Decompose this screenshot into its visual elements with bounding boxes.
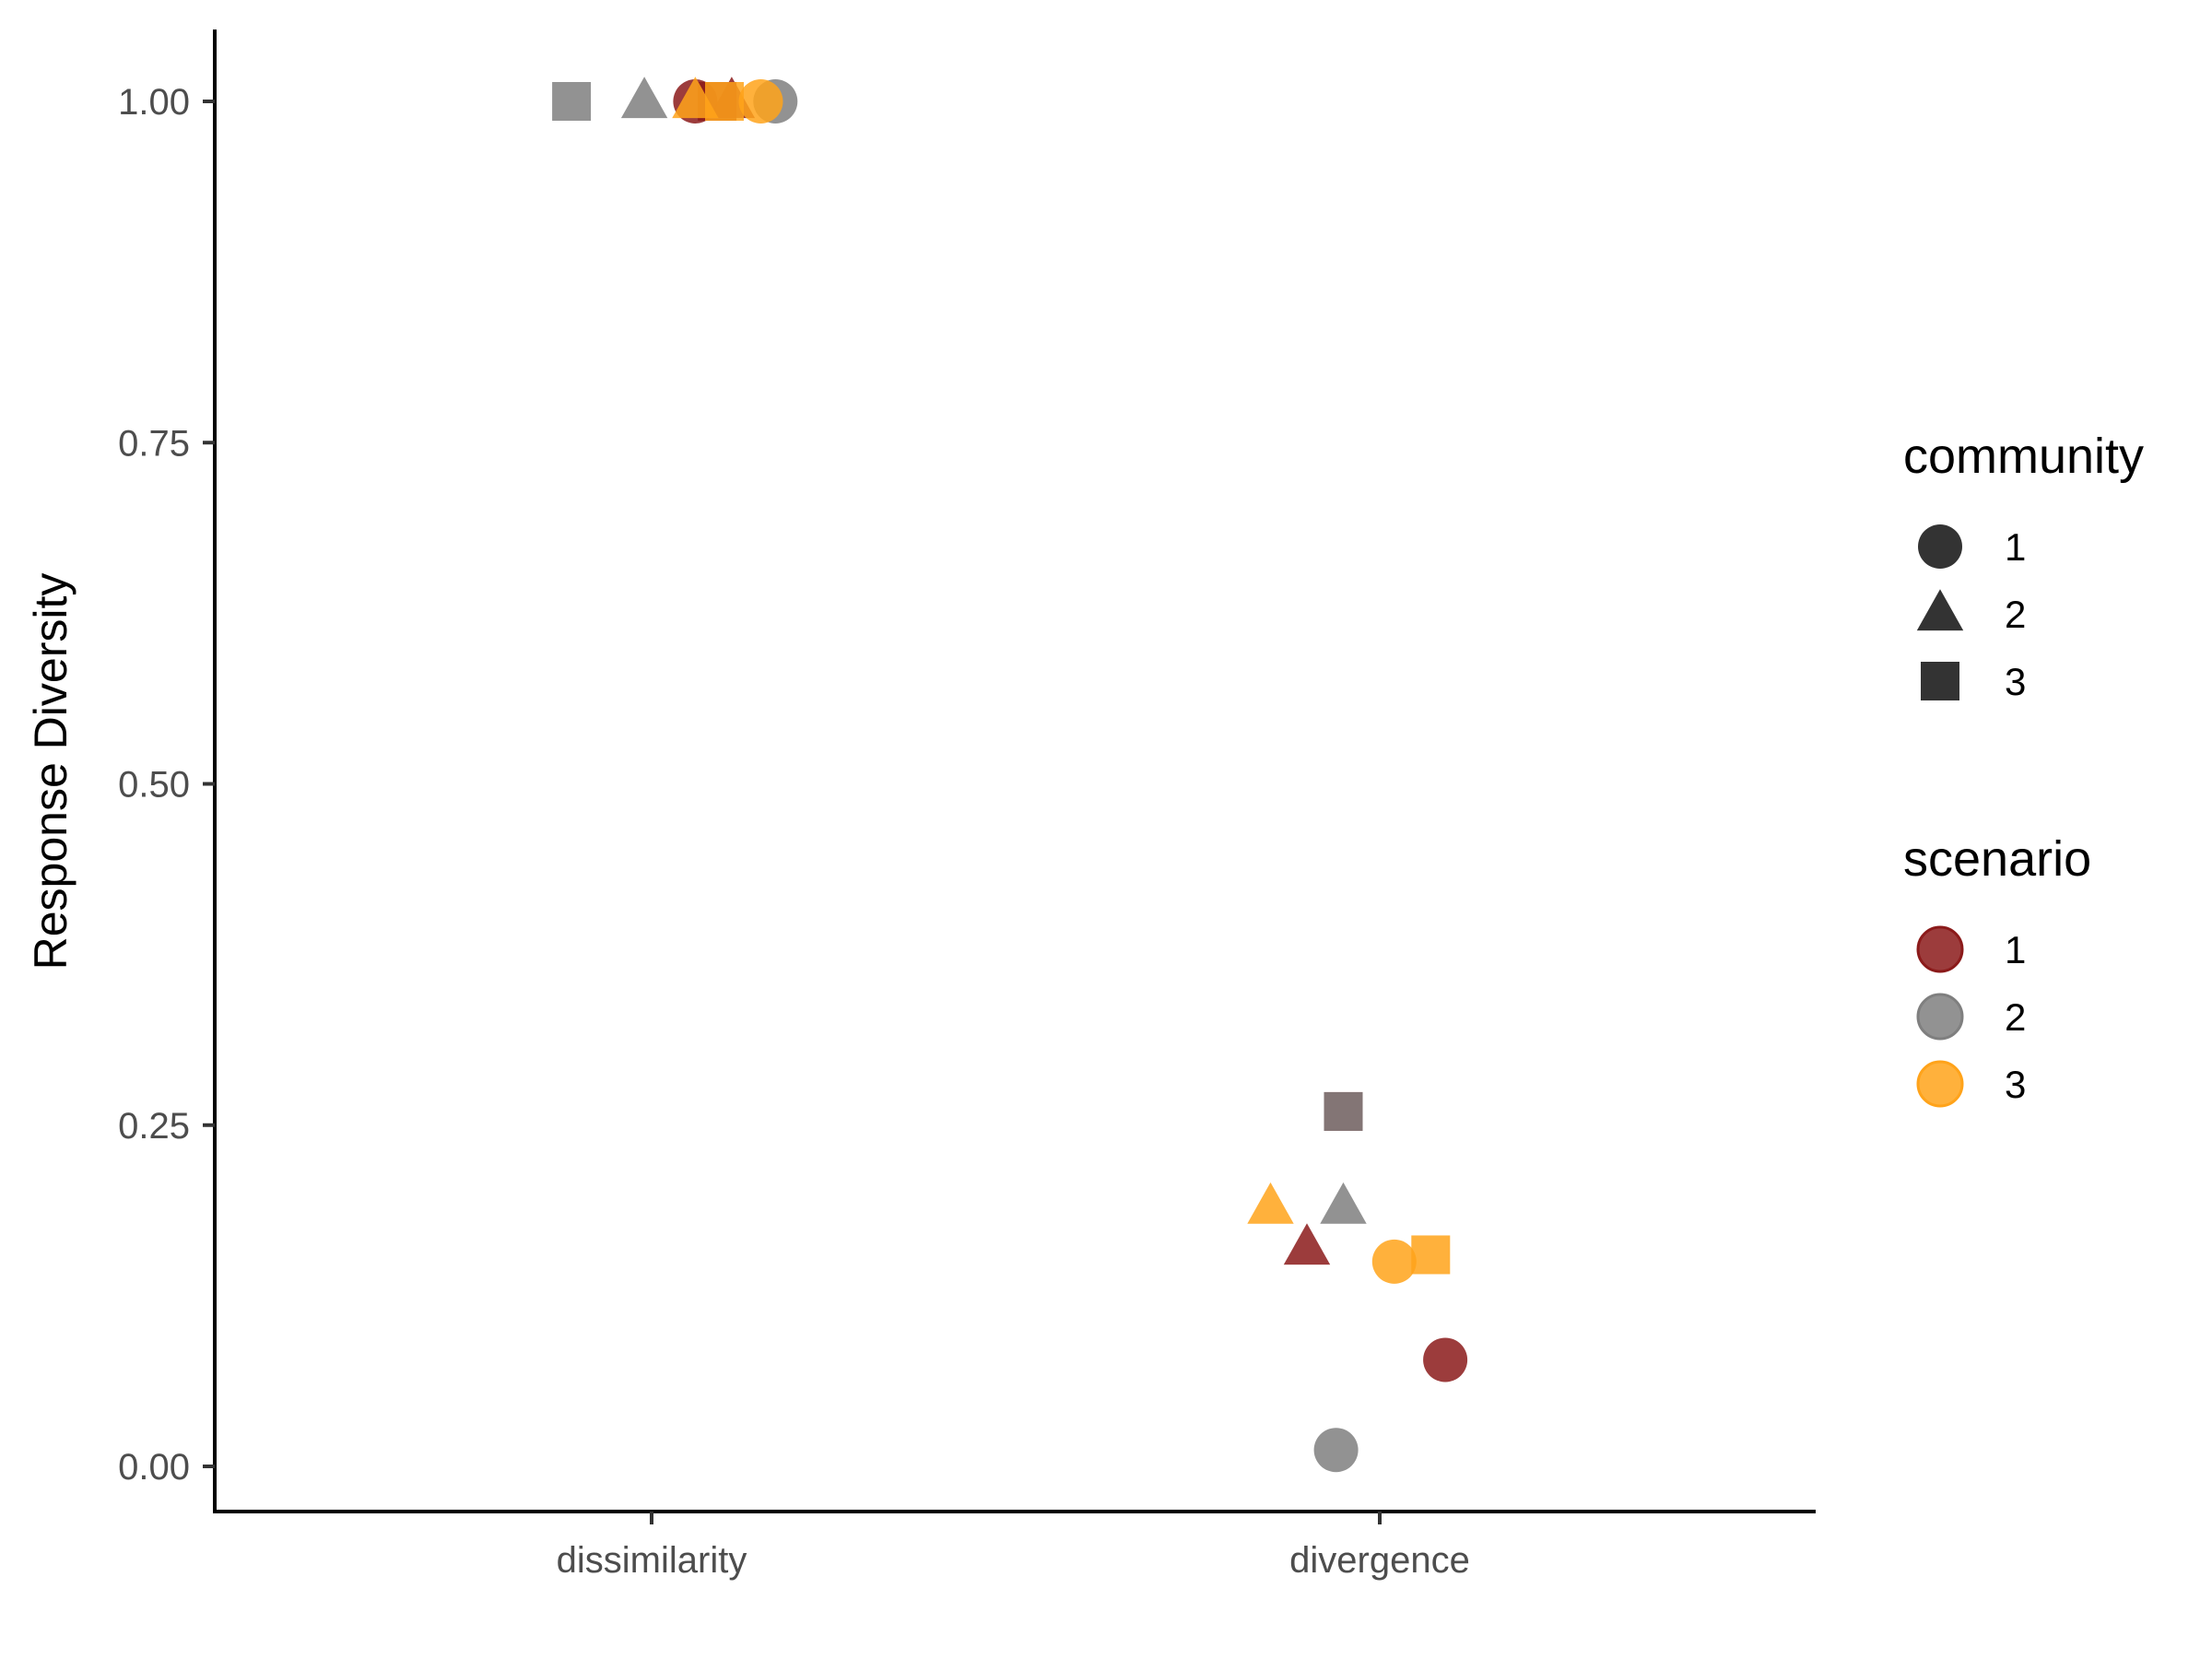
y-tick-label: 0.50 xyxy=(118,765,190,806)
point-community-2-scenario-3 xyxy=(1247,1182,1294,1224)
point-community-2-scenario-2 xyxy=(1320,1182,1367,1224)
legend-color-swatch-icon xyxy=(1916,925,1964,973)
legend-circle-icon xyxy=(1918,524,1962,569)
x-axis-ticks: dissimilarity divergence xyxy=(557,1512,1470,1581)
legend-community-label: 3 xyxy=(2005,660,2026,703)
legend-scenario-label: 2 xyxy=(2005,995,2026,1039)
legend-scenario-title: scenario xyxy=(1903,831,2091,887)
y-axis-ticks: 0.00 0.25 0.50 0.75 1.00 xyxy=(118,82,215,1488)
legend-color-swatch-icon xyxy=(1916,1060,1964,1108)
data-points xyxy=(552,76,1468,1473)
point-community-3-scenario-3 xyxy=(1411,1235,1451,1275)
legend-square-icon xyxy=(1921,662,1959,700)
y-tick-label: 1.00 xyxy=(118,82,190,123)
y-tick-label: 0.00 xyxy=(118,1447,190,1488)
point-community-1-scenario-3 xyxy=(738,79,783,124)
legend-scenario: scenario 1 2 3 xyxy=(1903,831,2091,1108)
point-community-2-scenario-1 xyxy=(1283,1223,1331,1265)
point-community-2-scenario-2 xyxy=(620,76,668,119)
legend-scenario-label: 3 xyxy=(2005,1063,2026,1106)
point-community-2-scenario-3 xyxy=(672,76,719,119)
point-community-1-scenario-3 xyxy=(1371,1239,1417,1284)
y-tick-label: 0.25 xyxy=(118,1106,190,1147)
legend-community-label: 1 xyxy=(2005,525,2026,569)
y-axis-title: Response Diversity xyxy=(25,573,76,971)
point-community-1-scenario-2 xyxy=(1313,1428,1359,1473)
point-community-3-scenario-2 xyxy=(552,82,592,121)
x-tick-label: dissimilarity xyxy=(557,1540,747,1581)
point-community-1-scenario-1 xyxy=(1423,1337,1468,1382)
point-community-3-scenario-2 xyxy=(1324,1091,1363,1131)
legend-community: community 1 2 3 xyxy=(1903,429,2144,703)
y-tick-label: 0.75 xyxy=(118,423,190,464)
x-tick-label: divergence xyxy=(1289,1540,1470,1581)
legend-community-title: community xyxy=(1903,429,2144,484)
legend-community-label: 2 xyxy=(2005,593,2026,636)
legend-color-swatch-icon xyxy=(1916,993,1964,1041)
legend-scenario-label: 1 xyxy=(2005,928,2026,971)
legend-triangle-icon xyxy=(1916,589,1964,631)
